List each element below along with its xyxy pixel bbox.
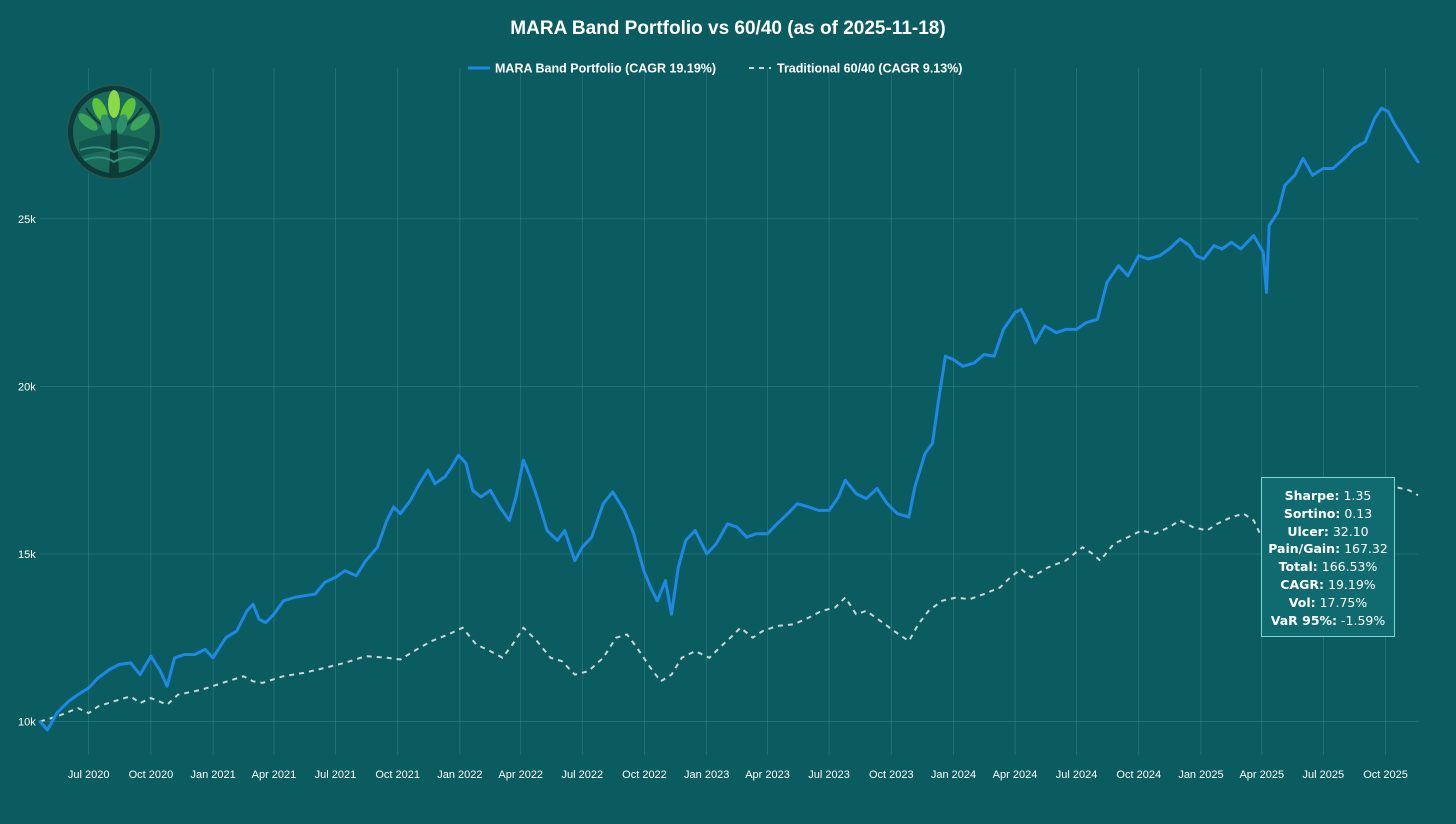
x-tick-label: Oct 2025 — [1363, 769, 1408, 781]
grid-layer: Jul 2020 Oct 2020 Jan 2021 Apr 2021 Jul 2021… — [18, 68, 1418, 781]
stat-var: VaR 95%: -1.59% — [1270, 612, 1386, 628]
x-tick-label: Oct 2021 — [375, 769, 420, 781]
y-tick-label: 20k — [18, 381, 36, 393]
x-tick-label: Jul 2024 — [1056, 769, 1098, 781]
x-tick-label: Jul 2021 — [315, 769, 357, 781]
stat-vol: Vol: 17.75% — [1288, 594, 1368, 610]
x-tick-label: Jul 2020 — [68, 769, 110, 781]
y-tick-label: 15k — [18, 549, 36, 561]
x-tick-label: Oct 2023 — [869, 769, 914, 781]
x-tick-label: Oct 2024 — [1116, 769, 1161, 781]
tree-logo-icon — [66, 84, 162, 180]
stat-sortino: Sortino: 0.13 — [1283, 505, 1373, 521]
x-tick-label: Apr 2025 — [1239, 769, 1284, 781]
x-tick-label: Apr 2024 — [993, 769, 1038, 781]
x-tick-label: Oct 2022 — [622, 769, 667, 781]
stat-total: Total: 166.53% — [1278, 559, 1378, 575]
series-layer — [38, 106, 1420, 732]
x-tick-label: Jan 2023 — [684, 769, 729, 781]
x-tick-label: Jul 2025 — [1303, 769, 1345, 781]
y-tick-label: 10k — [18, 716, 36, 728]
x-tick-label: Jan 2024 — [931, 769, 976, 781]
x-tick-label: Jan 2025 — [1178, 769, 1223, 781]
x-tick-label: Jul 2023 — [808, 769, 850, 781]
series-line-traditional[interactable] — [39, 485, 1419, 723]
x-tick-label: Apr 2023 — [745, 769, 790, 781]
x-tick-label: Jul 2022 — [561, 769, 603, 781]
stat-sharpe: Sharpe: 1.35 — [1284, 488, 1372, 503]
legend-label-traditional[interactable]: Traditional 60/40 (CAGR 9.13%) — [777, 62, 962, 76]
x-tick-label: Oct 2020 — [129, 769, 174, 781]
stat-pain-gain: Pain/Gain: 167.32 — [1268, 541, 1388, 557]
x-tick-label: Jan 2021 — [190, 769, 235, 781]
legend-label-mara[interactable]: MARA Band Portfolio (CAGR 19.19%) — [495, 62, 716, 76]
stats-box: Sharpe: 1.35 Sortino: 0.13 Ulcer: 32.10 … — [1261, 477, 1395, 637]
legend[interactable]: MARA Band Portfolio (CAGR 19.19%) Tradit… — [468, 62, 962, 76]
x-tick-label: Apr 2022 — [498, 769, 543, 781]
chart-title: MARA Band Portfolio vs 60/40 (as of 2025… — [510, 18, 945, 39]
series-line-mara[interactable] — [38, 106, 1420, 732]
stat-ulcer: Ulcer: 32.10 — [1287, 523, 1369, 539]
x-tick-label: Apr 2021 — [252, 769, 297, 781]
y-tick-label: 25k — [18, 214, 36, 226]
x-tick-label: Jan 2022 — [437, 769, 482, 781]
stat-cagr: CAGR: 19.19% — [1280, 576, 1376, 592]
